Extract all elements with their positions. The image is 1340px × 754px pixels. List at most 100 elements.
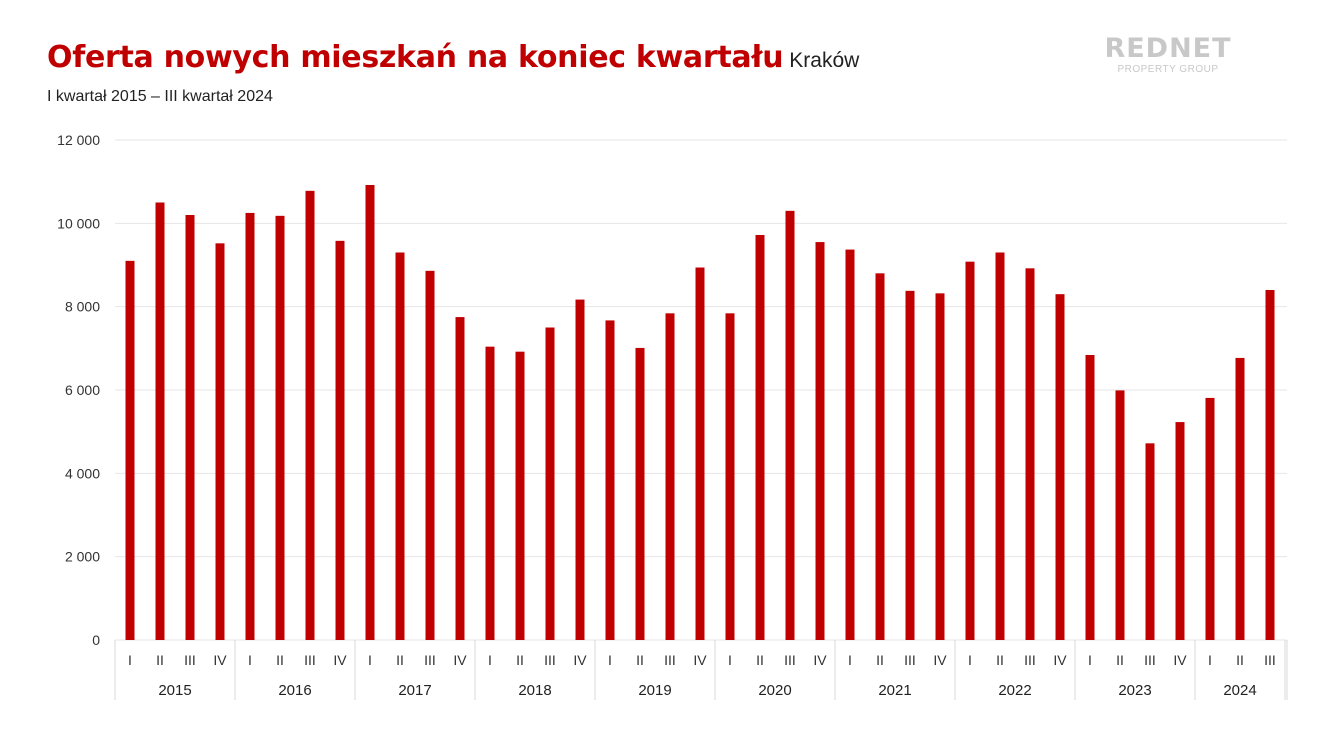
- company-logo: REDNET PROPERTY GROUP: [1102, 33, 1234, 76]
- x-year-label: 2018: [518, 682, 551, 699]
- x-tick-label: IV: [933, 652, 947, 668]
- x-tick-label: II: [636, 652, 644, 668]
- y-tick-label: 2 000: [65, 549, 100, 565]
- bar: [695, 267, 705, 640]
- bar: [515, 351, 525, 640]
- x-tick-label: III: [904, 652, 916, 668]
- bar: [1055, 294, 1065, 640]
- bar: [1115, 390, 1125, 640]
- x-tick-label: II: [156, 652, 164, 668]
- bar: [395, 252, 405, 640]
- bar: [575, 299, 585, 640]
- bar: [785, 210, 795, 641]
- x-year-label: 2016: [278, 682, 311, 699]
- x-tick-label: III: [784, 652, 796, 668]
- bar: [1145, 443, 1155, 640]
- y-tick-label: 10 000: [57, 215, 100, 231]
- y-tick-label: 4 000: [65, 465, 100, 481]
- x-tick-label: IV: [693, 652, 707, 668]
- y-tick-label: 6 000: [65, 382, 100, 398]
- y-tick-label: 0: [92, 632, 100, 648]
- bar: [905, 290, 915, 640]
- x-tick-label: III: [1264, 652, 1276, 668]
- x-tick-label: III: [1144, 652, 1156, 668]
- x-tick-label: IV: [573, 652, 587, 668]
- x-year-label: 2015: [158, 682, 191, 699]
- bar: [1205, 397, 1215, 640]
- logo-tagline: PROPERTY GROUP: [1117, 64, 1219, 75]
- bar: [965, 261, 975, 640]
- bar: [365, 185, 375, 640]
- x-tick-label: I: [848, 652, 852, 668]
- x-tick-label: II: [1236, 652, 1244, 668]
- y-tick-label: 12 000: [57, 132, 100, 148]
- chart-city: Kraków: [789, 49, 860, 72]
- x-tick-label: III: [424, 652, 436, 668]
- bar: [815, 242, 825, 641]
- bar: [1085, 355, 1095, 640]
- x-tick-label: II: [876, 652, 884, 668]
- bar: [725, 313, 735, 640]
- bar: [275, 215, 285, 641]
- x-tick-label: II: [396, 652, 404, 668]
- x-year-label: 2020: [758, 682, 791, 699]
- bar: [755, 235, 765, 640]
- bar: [1025, 268, 1035, 640]
- bar: [185, 215, 195, 640]
- x-tick-label: III: [544, 652, 556, 668]
- bar: [425, 270, 435, 640]
- chart-title: Oferta nowych mieszkań na koniec kwartał…: [47, 40, 784, 75]
- bar: [635, 347, 645, 640]
- bar: [875, 273, 885, 640]
- chart-subtitle: I kwartał 2015 – III kwartał 2024: [47, 88, 273, 105]
- bar: [125, 260, 135, 640]
- bar: [1235, 357, 1245, 640]
- x-tick-label: IV: [333, 652, 347, 668]
- x-tick-label: II: [1116, 652, 1124, 668]
- bar: [935, 293, 945, 640]
- bar: [665, 313, 675, 640]
- bar: [455, 317, 465, 640]
- x-tick-label: I: [968, 652, 972, 668]
- x-tick-label: I: [728, 652, 732, 668]
- x-tick-label: III: [664, 652, 676, 668]
- x-tick-label: II: [516, 652, 524, 668]
- x-year-label: 2019: [638, 682, 671, 699]
- x-tick-label: I: [128, 652, 132, 668]
- x-tick-label: I: [1088, 652, 1092, 668]
- x-tick-label: IV: [1053, 652, 1067, 668]
- x-tick-label: III: [1024, 652, 1036, 668]
- bar: [215, 243, 225, 641]
- bar: [245, 212, 255, 640]
- x-tick-label: I: [368, 652, 372, 668]
- x-tick-label: I: [1208, 652, 1212, 668]
- bar: [155, 202, 165, 640]
- logo-wordmark: REDNET: [1104, 33, 1232, 64]
- x-tick-label: IV: [1173, 652, 1187, 668]
- x-year-label: 2022: [998, 682, 1031, 699]
- bar: [485, 346, 495, 640]
- x-year-label: 2024: [1223, 682, 1256, 699]
- bar: [305, 190, 315, 641]
- x-tick-label: III: [304, 652, 316, 668]
- bar: [995, 252, 1005, 640]
- x-year-label: 2021: [878, 682, 911, 699]
- x-tick-label: II: [276, 652, 284, 668]
- bar: [1175, 422, 1185, 640]
- x-tick-label: IV: [813, 652, 827, 668]
- x-tick-label: II: [756, 652, 764, 668]
- bar: [1265, 290, 1275, 640]
- x-tick-label: I: [248, 652, 252, 668]
- x-tick-label: IV: [453, 652, 467, 668]
- title-row: Oferta nowych mieszkań na koniec kwartał…: [47, 40, 859, 75]
- y-tick-label: 8 000: [65, 299, 100, 315]
- x-year-label: 2017: [398, 682, 431, 699]
- x-tick-label: IV: [213, 652, 227, 668]
- bar: [335, 240, 345, 641]
- x-tick-label: III: [184, 652, 196, 668]
- bar: [845, 249, 855, 641]
- bar: [545, 327, 555, 640]
- x-tick-label: II: [996, 652, 1004, 668]
- x-tick-label: I: [488, 652, 492, 668]
